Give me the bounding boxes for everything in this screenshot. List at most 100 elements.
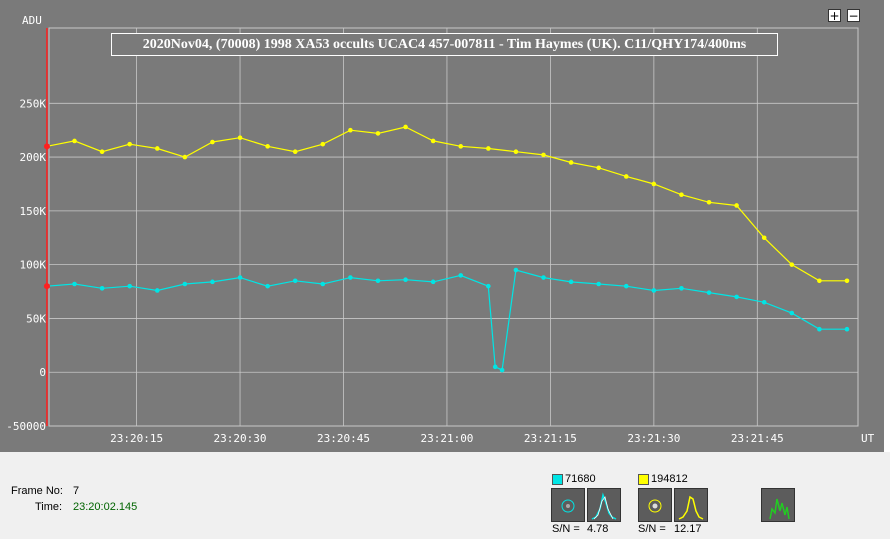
data-point-71680 bbox=[623, 283, 629, 289]
data-point-71680 bbox=[458, 273, 464, 278]
data-point-71680 bbox=[127, 283, 132, 289]
data-point-194812 bbox=[237, 135, 243, 141]
background-profile-icon bbox=[769, 498, 790, 520]
data-point-71680 bbox=[375, 278, 381, 284]
data-point-71680 bbox=[237, 275, 243, 280]
data-point-194812 bbox=[734, 203, 739, 208]
comp-profile-icon bbox=[678, 495, 704, 520]
x-tick-label: 23:21:00 bbox=[420, 432, 473, 445]
frame-number-value: 7 bbox=[73, 485, 80, 497]
data-point-194812 bbox=[375, 131, 381, 136]
chart-canvas: -50000 0 50K 100K 150K 200K 250K 23:20:15 23:20:… bbox=[6, 14, 875, 445]
series-line-194812 bbox=[46, 126, 847, 282]
data-point-194812 bbox=[651, 181, 657, 187]
data-point-194812 bbox=[403, 124, 408, 130]
data-point-71680 bbox=[596, 281, 601, 287]
data-point-194812 bbox=[568, 160, 574, 165]
data-point-71680 bbox=[568, 279, 574, 285]
x-tick-label: 23:20:30 bbox=[214, 432, 267, 445]
y-tick-label: 250K bbox=[20, 97, 47, 110]
target-snr-label: S/N = bbox=[552, 523, 580, 535]
data-point-194812 bbox=[430, 138, 436, 144]
x-tick-label: 23:21:15 bbox=[524, 432, 577, 445]
data-point-71680 bbox=[99, 286, 105, 291]
data-point-71680 bbox=[348, 275, 353, 280]
data-point-71680 bbox=[492, 364, 498, 370]
data-point-194812 bbox=[72, 138, 77, 144]
data-point-194812 bbox=[623, 174, 629, 179]
zoom-out-button[interactable]: − bbox=[847, 9, 860, 23]
data-point-194812 bbox=[761, 235, 767, 241]
data-point-71680 bbox=[679, 286, 684, 291]
data-point-71680 bbox=[210, 279, 215, 285]
data-point-71680 bbox=[651, 288, 657, 293]
comp-star-id: 194812 bbox=[651, 473, 688, 485]
target-star-id: 71680 bbox=[565, 473, 596, 485]
data-point-194812 bbox=[99, 149, 105, 155]
y-tick-label: 200K bbox=[20, 151, 47, 164]
target-star-swatch bbox=[552, 474, 563, 485]
data-point-71680 bbox=[320, 281, 326, 287]
frame-number-label: Frame No: bbox=[11, 485, 63, 497]
data-point-194812 bbox=[706, 199, 712, 205]
data-point-194812 bbox=[210, 139, 215, 145]
y-tick-label: -50000 bbox=[6, 420, 46, 433]
data-point-71680 bbox=[403, 277, 408, 283]
data-point-194812 bbox=[596, 165, 601, 171]
data-point-71680 bbox=[734, 294, 739, 300]
comp-aperture-icon bbox=[648, 499, 662, 513]
data-point-194812 bbox=[513, 149, 519, 155]
light-curve-plot[interactable]: -50000 0 50K 100K 150K 200K 250K 23:20:15 23:20:… bbox=[0, 0, 890, 452]
data-point-71680 bbox=[789, 310, 795, 316]
data-point-194812 bbox=[458, 144, 464, 149]
data-point-71680 bbox=[499, 367, 505, 373]
comp-star-image[interactable] bbox=[638, 488, 672, 522]
data-point-194812 bbox=[541, 152, 546, 158]
data-point-194812 bbox=[154, 146, 160, 151]
window-edge bbox=[884, 0, 890, 452]
target-aperture-icon bbox=[561, 499, 575, 513]
data-point-194812 bbox=[348, 127, 353, 133]
data-point-71680 bbox=[844, 326, 850, 332]
data-point-194812 bbox=[127, 141, 132, 147]
data-point-71680 bbox=[154, 288, 160, 293]
data-point-194812 bbox=[292, 149, 298, 155]
data-point-71680 bbox=[430, 279, 436, 285]
status-panel: Frame No: 7 Time: 23:20:02.145 71680 S/N… bbox=[0, 452, 890, 539]
chart-title: 2020Nov04, (70008) 1998 XA53 occults UCA… bbox=[111, 33, 778, 56]
data-point-194812 bbox=[789, 262, 795, 267]
data-point-194812 bbox=[265, 144, 270, 149]
y-tick-label: 100K bbox=[20, 259, 47, 272]
cursor-marker-194812 bbox=[43, 143, 50, 150]
comp-snr-value: 12.17 bbox=[674, 523, 702, 535]
target-snr-value: 4.78 bbox=[587, 523, 609, 535]
x-tick-label: 23:21:45 bbox=[731, 432, 784, 445]
plot-frame bbox=[48, 27, 859, 427]
y-tick-label: 0 bbox=[39, 366, 46, 379]
target-profile-icon bbox=[591, 492, 617, 520]
time-value: 23:20:02.145 bbox=[73, 501, 138, 513]
data-point-71680 bbox=[292, 278, 298, 284]
data-point-71680 bbox=[706, 290, 712, 295]
comp-star-profile bbox=[674, 488, 708, 522]
series-line-71680 bbox=[46, 269, 847, 371]
data-point-71680 bbox=[182, 281, 188, 287]
time-label: Time: bbox=[35, 501, 63, 513]
x-axis-label: UT bbox=[861, 432, 875, 445]
data-point-194812 bbox=[679, 192, 684, 198]
data-point-71680 bbox=[265, 283, 270, 289]
zoom-in-button[interactable]: + bbox=[828, 9, 841, 23]
y-tick-label: 150K bbox=[20, 205, 47, 218]
data-point-71680 bbox=[72, 281, 77, 287]
data-point-194812 bbox=[182, 154, 188, 160]
comp-snr-label: S/N = bbox=[638, 523, 666, 535]
cursor-marker-71680 bbox=[43, 283, 50, 290]
data-point-71680 bbox=[817, 326, 822, 332]
data-point-71680 bbox=[541, 275, 546, 280]
data-point-71680 bbox=[761, 299, 767, 305]
y-tick-label: 50K bbox=[26, 312, 46, 325]
target-star-image[interactable] bbox=[551, 488, 585, 522]
x-tick-label: 23:20:15 bbox=[110, 432, 163, 445]
data-point-194812 bbox=[817, 278, 822, 284]
data-point-71680 bbox=[486, 283, 491, 289]
